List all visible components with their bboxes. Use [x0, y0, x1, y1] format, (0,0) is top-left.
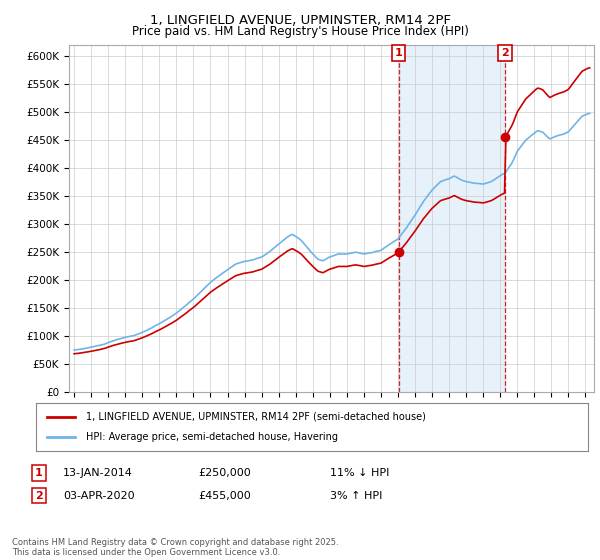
Text: 2: 2: [501, 48, 509, 58]
Text: 1, LINGFIELD AVENUE, UPMINSTER, RM14 2PF: 1, LINGFIELD AVENUE, UPMINSTER, RM14 2PF: [149, 14, 451, 27]
Text: Price paid vs. HM Land Registry's House Price Index (HPI): Price paid vs. HM Land Registry's House …: [131, 25, 469, 38]
Text: 3% ↑ HPI: 3% ↑ HPI: [330, 491, 382, 501]
Text: £250,000: £250,000: [198, 468, 251, 478]
Text: 1, LINGFIELD AVENUE, UPMINSTER, RM14 2PF (semi-detached house): 1, LINGFIELD AVENUE, UPMINSTER, RM14 2PF…: [86, 412, 425, 422]
Text: £455,000: £455,000: [198, 491, 251, 501]
Text: HPI: Average price, semi-detached house, Havering: HPI: Average price, semi-detached house,…: [86, 432, 338, 442]
Text: 03-APR-2020: 03-APR-2020: [63, 491, 134, 501]
Text: 1: 1: [35, 468, 43, 478]
Text: Contains HM Land Registry data © Crown copyright and database right 2025.
This d: Contains HM Land Registry data © Crown c…: [12, 538, 338, 557]
Bar: [398, 45, 505, 392]
Text: 1: 1: [395, 48, 403, 58]
Text: 13-JAN-2014: 13-JAN-2014: [63, 468, 133, 478]
Text: 11% ↓ HPI: 11% ↓ HPI: [330, 468, 389, 478]
Text: 2: 2: [35, 491, 43, 501]
